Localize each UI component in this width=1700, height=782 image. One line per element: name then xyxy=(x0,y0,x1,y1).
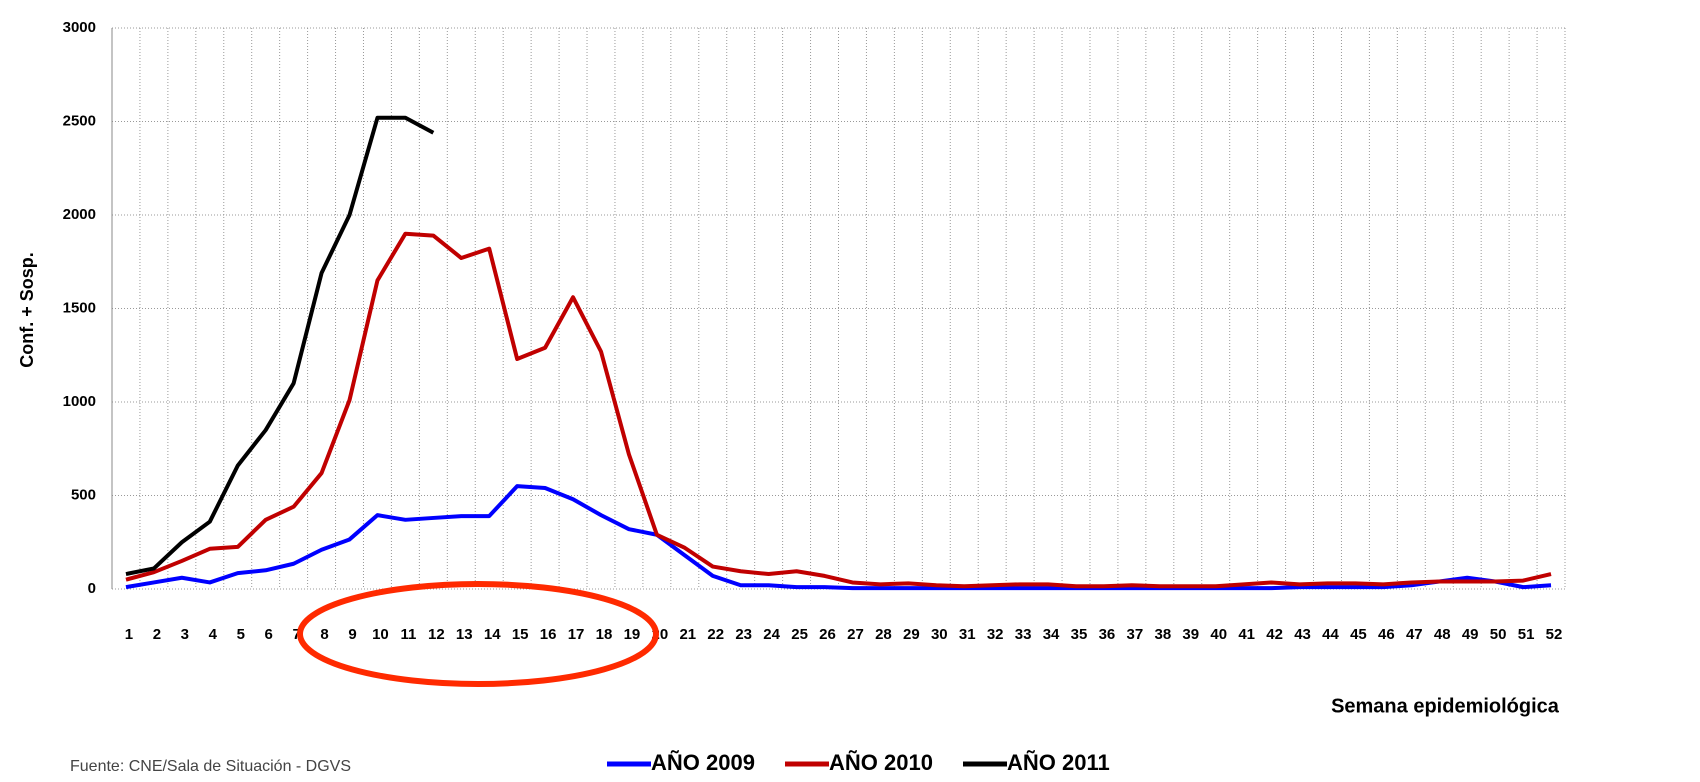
x-tick-label: 35 xyxy=(1071,626,1088,643)
x-tick-label: 17 xyxy=(568,626,585,643)
x-tick-label: 43 xyxy=(1294,626,1311,643)
x-axis-label: Semana epidemiológica xyxy=(1331,695,1560,717)
x-tick-label: 24 xyxy=(763,626,780,643)
x-tick-label: 33 xyxy=(1015,626,1032,643)
x-tick-label: 28 xyxy=(875,626,892,643)
x-tick-label: 44 xyxy=(1322,626,1339,643)
x-tick-label: 47 xyxy=(1406,626,1423,643)
x-tick-label: 6 xyxy=(265,626,273,643)
y-axis-label: Conf. + Sosp. xyxy=(17,252,37,368)
x-tick-label: 52 xyxy=(1546,626,1563,643)
x-tick-label: 16 xyxy=(540,626,557,643)
x-tick-label: 31 xyxy=(959,626,976,643)
highlight-ellipse xyxy=(297,581,659,687)
x-tick-label: 10 xyxy=(372,626,389,643)
x-tick-label: 21 xyxy=(679,626,696,643)
x-tick-label: 51 xyxy=(1518,626,1535,643)
x-tick-label: 8 xyxy=(320,626,328,643)
x-tick-label: 18 xyxy=(596,626,613,643)
x-tick-label: 22 xyxy=(707,626,724,643)
legend-label: AÑO 2010 xyxy=(829,750,933,775)
x-tick-label: 4 xyxy=(209,626,218,643)
y-tick-label: 1000 xyxy=(63,393,96,410)
series-line xyxy=(125,231,1552,589)
legend-label: AÑO 2011 xyxy=(1007,750,1110,775)
x-tick-label: 26 xyxy=(819,626,836,643)
x-tick-label: 48 xyxy=(1434,626,1451,643)
series-line xyxy=(125,484,1552,591)
y-tick-label: 0 xyxy=(88,580,96,597)
x-tick-label: 15 xyxy=(512,626,529,643)
x-tick-label: 9 xyxy=(348,626,356,643)
x-tick-label: 45 xyxy=(1350,626,1367,643)
x-tick-label: 23 xyxy=(735,626,752,643)
x-tick-label: 39 xyxy=(1182,626,1199,643)
x-tick-label: 34 xyxy=(1043,626,1060,643)
y-tick-label: 2500 xyxy=(63,112,96,129)
x-tick-label: 5 xyxy=(237,626,245,643)
x-tick-label: 36 xyxy=(1099,626,1116,643)
x-tick-label: 40 xyxy=(1210,626,1227,643)
y-tick-label: 3000 xyxy=(63,19,96,36)
legend-label: AÑO 2009 xyxy=(651,750,755,775)
x-tick-label: 12 xyxy=(428,626,445,643)
series-line xyxy=(125,115,435,577)
x-tick-label: 19 xyxy=(624,626,641,643)
x-tick-label: 41 xyxy=(1238,626,1255,643)
x-tick-label: 46 xyxy=(1378,626,1395,643)
y-tick-label: 500 xyxy=(71,486,96,503)
x-tick-label: 32 xyxy=(987,626,1004,643)
x-tick-label: 29 xyxy=(903,626,920,643)
x-tick-label: 25 xyxy=(791,626,808,643)
x-tick-label: 42 xyxy=(1266,626,1283,643)
x-tick-label: 30 xyxy=(931,626,948,643)
y-tick-label: 2000 xyxy=(63,206,96,223)
x-tick-label: 11 xyxy=(400,626,416,643)
x-tick-label: 7 xyxy=(292,626,300,643)
x-tick-label: 2 xyxy=(153,626,161,643)
x-tick-label: 38 xyxy=(1154,626,1171,643)
x-tick-label: 1 xyxy=(125,626,133,643)
y-tick-label: 1500 xyxy=(63,299,96,316)
source: Fuente: CNE/Sala de Situación - DGVS xyxy=(70,758,351,775)
x-tick-label: 27 xyxy=(847,626,864,643)
x-tick-label: 13 xyxy=(456,626,473,643)
x-tick-label: 3 xyxy=(181,626,189,643)
x-tick-label: 50 xyxy=(1490,626,1507,643)
x-tick-label: 37 xyxy=(1127,626,1144,643)
x-tick-label: 49 xyxy=(1462,626,1479,643)
x-tick-label: 14 xyxy=(484,626,501,643)
